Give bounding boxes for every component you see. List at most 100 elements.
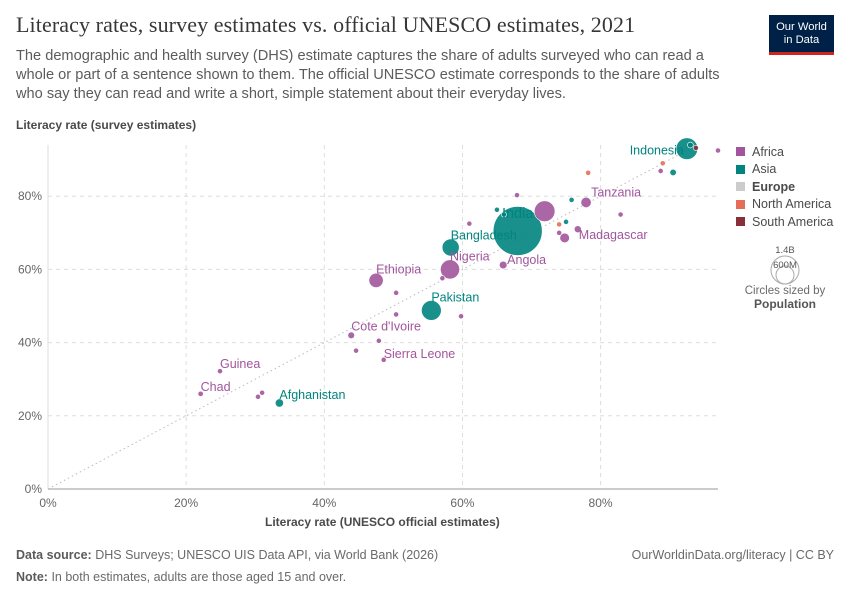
- note-label: Note:: [16, 570, 48, 584]
- point-chad[interactable]: [197, 390, 204, 397]
- data-point[interactable]: [568, 196, 575, 203]
- data-point[interactable]: [500, 211, 507, 218]
- data-point[interactable]: [255, 393, 261, 400]
- point-madagascar[interactable]: [573, 225, 582, 233]
- data-point[interactable]: [533, 200, 556, 222]
- data-point[interactable]: [259, 389, 266, 396]
- legend-label-north-america: North America: [752, 197, 832, 212]
- size-value-large: 1.4B: [775, 245, 795, 256]
- y-tick-label: 80%: [18, 189, 42, 203]
- label-india: India: [502, 206, 534, 222]
- data-point[interactable]: [466, 220, 473, 227]
- size-legend: 1.4B 600M Circles sized by Population: [740, 245, 830, 311]
- data-point[interactable]: [669, 168, 677, 177]
- point-india[interactable]: [492, 206, 543, 256]
- point-angola[interactable]: [499, 260, 508, 270]
- data-point[interactable]: [375, 337, 382, 344]
- point-sierra-leone[interactable]: [380, 356, 387, 363]
- chart-subtitle: The demographic and health survey (DHS) …: [16, 48, 720, 102]
- size-circle-small: [775, 265, 795, 285]
- label-indonesia: Indonesia: [630, 144, 684, 158]
- data-points: [197, 137, 721, 408]
- legend-item-africa[interactable]: Africa: [736, 143, 833, 161]
- x-axis-label: Literacy rate (UNESCO official estimates…: [265, 515, 500, 529]
- point-tanzania[interactable]: [580, 196, 592, 208]
- data-point[interactable]: [353, 347, 359, 354]
- legend-label-south-america: South America: [752, 214, 834, 229]
- legend-label-europe: Europe: [752, 179, 796, 194]
- data-point[interactable]: [715, 147, 721, 154]
- data-point[interactable]: [657, 168, 664, 174]
- data-point[interactable]: [556, 221, 563, 228]
- point-ethiopia[interactable]: [368, 272, 384, 288]
- data-point[interactable]: [393, 289, 400, 296]
- y-tick-label: 0%: [25, 482, 43, 496]
- y-tick-label: 20%: [18, 409, 42, 423]
- legend-swatch-north-america: [736, 199, 745, 209]
- data-point[interactable]: [687, 141, 694, 149]
- owid-logo[interactable]: Our World in Data: [769, 15, 834, 55]
- label-pakistan: Pakistan: [431, 290, 479, 304]
- legend-label-asia: Asia: [752, 162, 777, 177]
- point-nigeria[interactable]: [440, 259, 460, 280]
- size-legend-caption: Circles sized by: [744, 285, 826, 297]
- logo-line2: in Data: [783, 33, 820, 46]
- license-link[interactable]: OurWorldinData.org/literacy | CC BY: [631, 548, 834, 562]
- label-guinea: Guinea: [220, 357, 260, 371]
- y-tick-label: 40%: [18, 336, 42, 350]
- x-tick-label: 40%: [312, 496, 336, 510]
- data-point[interactable]: [458, 313, 464, 320]
- point-labels: India Indonesia Bangladesh Pakistan Afghanis…: [201, 144, 684, 402]
- size-value-small: 600M: [773, 260, 797, 271]
- legend-item-north-america[interactable]: North America: [736, 196, 833, 214]
- source-text[interactable]: DHS Surveys; UNESCO UIS Data API, via Wo…: [95, 548, 439, 562]
- y-axis-label: Literacy rate (survey estimates): [16, 118, 197, 132]
- data-point[interactable]: [617, 211, 624, 218]
- legend-item-europe[interactable]: Europe: [736, 178, 833, 196]
- point-pakistan[interactable]: [421, 300, 442, 321]
- legend-swatch-asia: [736, 164, 745, 174]
- label-afghanistan: Afghanistan: [279, 388, 345, 402]
- color-legend: Africa Asia Europe North America South A…: [736, 143, 833, 231]
- legend-swatch-europe: [736, 182, 745, 192]
- legend-item-south-america[interactable]: South America: [736, 213, 833, 231]
- label-nigeria: Nigeria: [450, 249, 490, 263]
- data-point[interactable]: [514, 192, 520, 199]
- label-tanzania: Tanzania: [591, 185, 641, 199]
- label-madagascar: Madagascar: [579, 228, 648, 242]
- size-legend-variable: Population: [754, 297, 816, 311]
- note-line: Note: In both estimates, adults are thos…: [16, 570, 346, 584]
- label-ethiopia: Ethiopia: [376, 262, 421, 276]
- source-line: Data source: DHS Surveys; UNESCO UIS Dat…: [16, 548, 438, 562]
- legend-label-africa: Africa: [752, 144, 784, 159]
- data-point[interactable]: [559, 232, 570, 244]
- axes: 0% 20% 40% 60% 80% 0% 20% 40% 60% 80%: [18, 145, 718, 510]
- x-tick-label: 60%: [450, 496, 474, 510]
- x-tick-label: 20%: [174, 496, 198, 510]
- x-tick-label: 80%: [589, 496, 613, 510]
- data-point[interactable]: [494, 206, 500, 213]
- data-point[interactable]: [556, 229, 563, 236]
- legend-item-asia[interactable]: Asia: [736, 161, 833, 179]
- size-legend-circles: 1.4B 600M: [740, 245, 830, 285]
- chart-title: Literacy rates, survey estimates vs. off…: [16, 12, 636, 37]
- label-angola: Angola: [507, 253, 546, 267]
- legend-swatch-south-america: [736, 217, 745, 227]
- source-label: Data source:: [16, 548, 92, 562]
- data-point[interactable]: [393, 311, 400, 318]
- label-chad: Chad: [201, 380, 231, 394]
- point-cote-d-ivoire[interactable]: [347, 331, 355, 340]
- point-afghanistan[interactable]: [274, 398, 284, 408]
- logo-line1: Our World: [776, 20, 827, 33]
- data-point[interactable]: [692, 145, 699, 151]
- y-tick-label: 60%: [18, 262, 42, 276]
- point-guinea[interactable]: [217, 368, 223, 375]
- data-point[interactable]: [659, 160, 666, 167]
- point-bangladesh[interactable]: [441, 238, 460, 257]
- legend-swatch-africa: [736, 147, 745, 157]
- label-cote-d-ivoire: Cote d'Ivoire: [351, 319, 421, 333]
- data-point[interactable]: [585, 169, 592, 176]
- data-point[interactable]: [563, 218, 569, 225]
- data-point[interactable]: [439, 275, 446, 282]
- note-text: In both estimates, adults are those aged…: [51, 570, 347, 584]
